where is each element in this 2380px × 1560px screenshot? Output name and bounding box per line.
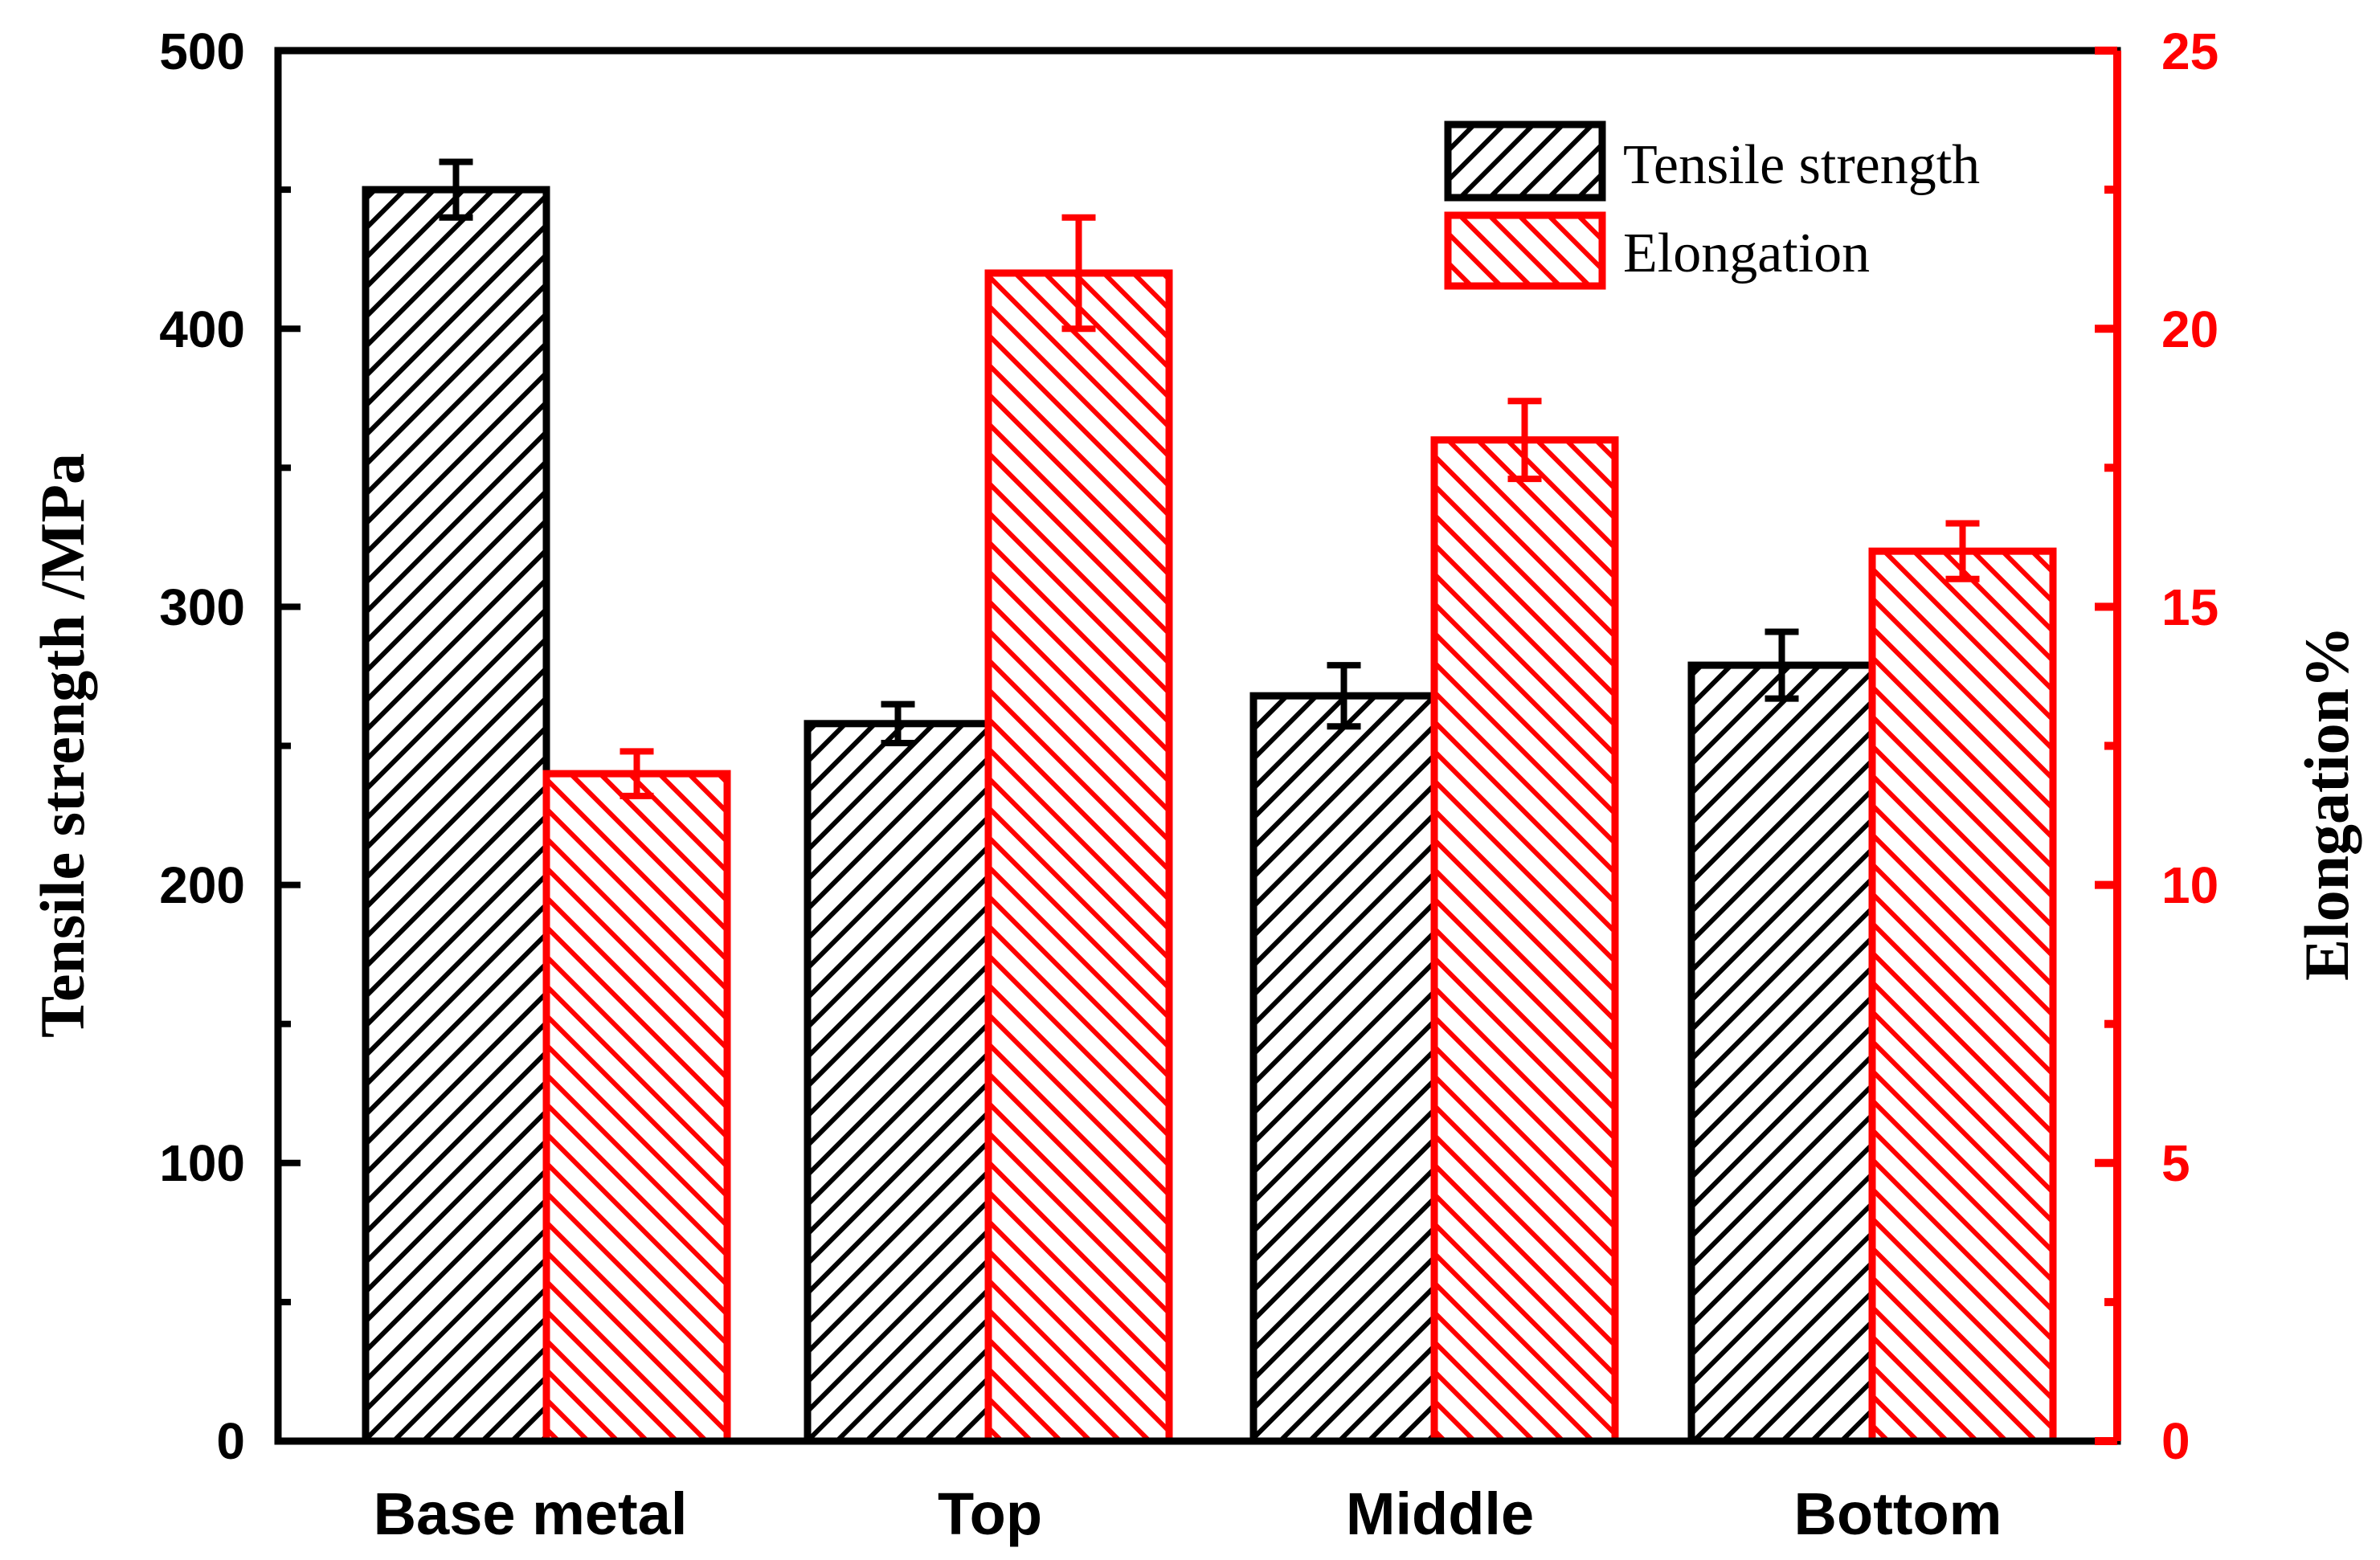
error-bar-elongation-middle <box>1507 398 1542 483</box>
error-bar-elongation-top <box>1061 214 1096 333</box>
left-tick-label-0: 0 <box>216 1412 245 1470</box>
legend-label-tensile-strength: Tensile strength <box>1623 134 1980 196</box>
right-tick-label-15: 15 <box>2161 578 2218 636</box>
right-tick-label-20: 20 <box>2161 300 2218 358</box>
right-axis-title: Elongation% <box>2292 626 2362 981</box>
bar-elongation-middle <box>1430 436 1619 1445</box>
error-bar-elongation-base-metal <box>620 748 654 799</box>
left-tick-label-500: 500 <box>159 22 245 80</box>
category-label-middle: Middle <box>1346 1480 1534 1547</box>
right-axis-ticks <box>2095 47 2117 1445</box>
right-tick-label-5: 5 <box>2161 1134 2190 1192</box>
bar-tensile-strength-middle <box>1249 692 1438 1445</box>
bar-tensile-strength-bottom <box>1687 661 1876 1445</box>
right-tick-label-10: 10 <box>2161 856 2218 914</box>
bar-elongation-bottom <box>1868 547 2057 1445</box>
right-tick-labels: 0 5 10 15 20 25 <box>2161 22 2218 1470</box>
category-label-base-metal: Base metal <box>374 1480 688 1547</box>
category-label-top: Top <box>938 1480 1042 1547</box>
left-axis-title: Tensile strength /MPa <box>27 453 97 1038</box>
left-tick-label-400: 400 <box>159 300 245 358</box>
left-tick-label-100: 100 <box>159 1134 245 1192</box>
left-axis-ticks <box>278 47 301 1444</box>
bar-tensile-strength-top <box>804 720 992 1445</box>
error-bar-tensile-strength-middle <box>1327 662 1361 730</box>
error-bar-tensile-strength-bottom <box>1765 628 1799 702</box>
bar-tensile-strength-base-metal <box>362 186 550 1445</box>
bar-elongation-base-metal <box>542 770 731 1445</box>
left-tick-label-200: 200 <box>159 856 245 914</box>
left-tick-labels: 0 100 200 300 400 500 <box>159 22 245 1470</box>
legend: Tensile strength Elongation <box>1444 120 1980 290</box>
category-labels: Base metal Top Middle Bottom <box>374 1480 2002 1547</box>
legend-swatch-tensile-strength <box>1444 120 1606 202</box>
error-bar-elongation-bottom <box>1945 520 1980 582</box>
left-tick-label-300: 300 <box>159 578 245 636</box>
legend-label-elongation: Elongation <box>1623 223 1870 284</box>
right-tick-label-0: 0 <box>2161 1412 2190 1470</box>
bar-elongation-top <box>984 269 1173 1445</box>
legend-swatch-elongation <box>1444 211 1606 290</box>
right-tick-label-25: 25 <box>2161 22 2218 80</box>
error-bar-tensile-strength-base-metal <box>439 158 473 221</box>
bars-layer <box>362 186 2057 1445</box>
error-bars-layer <box>439 158 1980 799</box>
error-bar-tensile-strength-top <box>881 700 915 747</box>
category-label-bottom: Bottom <box>1794 1480 2002 1547</box>
